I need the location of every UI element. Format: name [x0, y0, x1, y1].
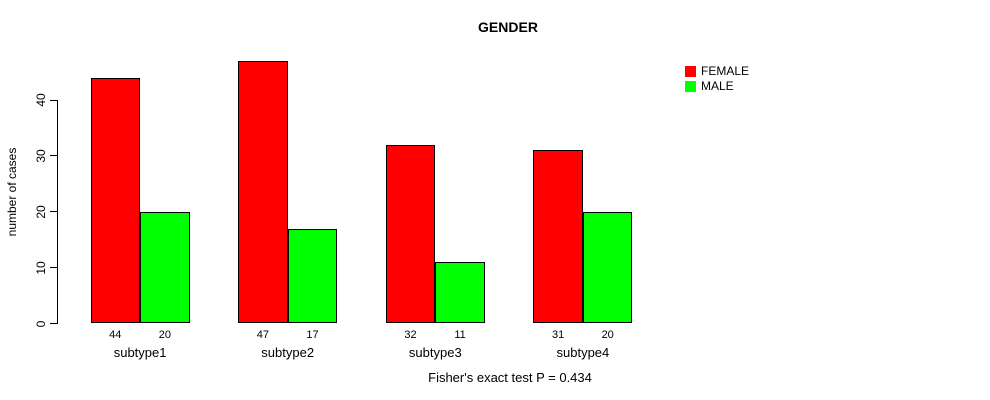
y-tick-label: 0: [34, 320, 48, 327]
bar-count-female-subtype2: 47: [256, 328, 270, 341]
y-tick-label: 30: [34, 149, 48, 163]
annotation-fisher-test: Fisher's exact test P = 0.434: [428, 370, 592, 385]
legend-label-female: FEMALE: [701, 64, 750, 78]
legend: FEMALE MALE: [685, 64, 749, 94]
y-tick: [50, 323, 57, 324]
y-tick-label: 40: [34, 93, 48, 107]
category-label-subtype1: subtype1: [113, 344, 167, 360]
bar-male-subtype2: [287, 228, 338, 324]
bar-count-female-subtype1: 44: [109, 328, 122, 341]
y-tick-label: 20: [34, 205, 48, 219]
y-tick: [50, 267, 57, 269]
legend-swatch-female: [685, 65, 696, 77]
y-tick: [50, 211, 57, 213]
y-tick: [50, 155, 57, 157]
bar-count-female-subtype3: 32: [404, 328, 417, 341]
bar-male-subtype1: [140, 211, 190, 324]
bar-male-subtype3: [435, 262, 485, 324]
bar-female-subtype4: [533, 150, 583, 324]
legend-item-male: MALE: [685, 79, 749, 93]
bar-female-subtype2: [238, 61, 288, 324]
legend-swatch-male: [685, 80, 696, 92]
chart-title: GENDER: [478, 19, 538, 35]
y-axis-line: [57, 99, 58, 324]
legend-label-male: MALE: [701, 79, 734, 93]
bar-count-male-subtype1: 20: [158, 328, 172, 341]
bar-count-male-subtype2: 17: [306, 328, 319, 341]
bar-count-male-subtype3: 11: [454, 328, 466, 341]
category-label-subtype2: subtype2: [261, 344, 315, 360]
bar-female-subtype1: [90, 77, 141, 324]
bar-count-female-subtype4: 31: [551, 328, 565, 341]
y-tick: [50, 99, 57, 101]
category-label-subtype4: subtype4: [556, 344, 610, 360]
category-label-subtype3: subtype3: [408, 344, 462, 360]
y-axis-label: number of cases: [5, 147, 19, 237]
y-tick-label: 10: [34, 260, 48, 275]
legend-item-female: FEMALE: [685, 64, 749, 78]
bar-count-male-subtype4: 20: [601, 328, 614, 341]
bar-female-subtype3: [385, 144, 436, 324]
bar-male-subtype4: [582, 211, 633, 324]
